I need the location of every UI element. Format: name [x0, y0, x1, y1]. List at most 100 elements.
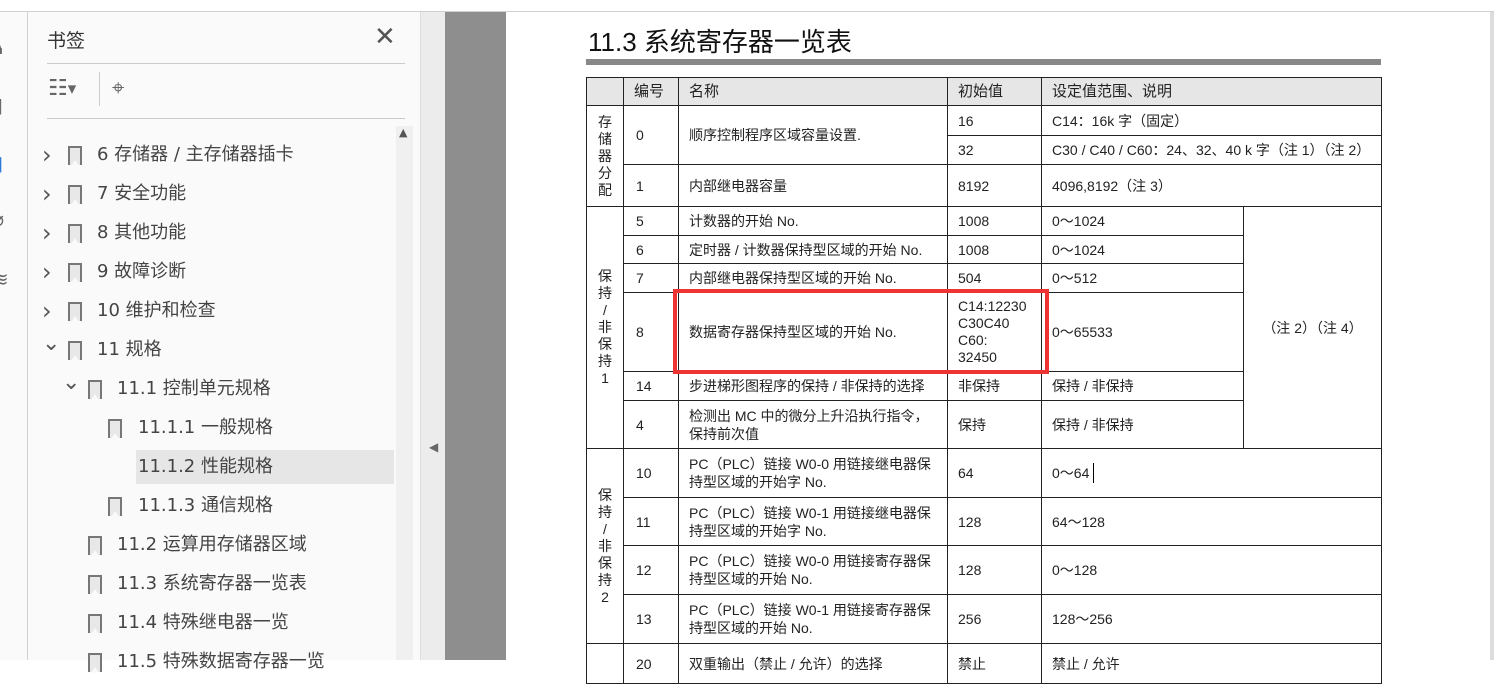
header-no: 编号 — [623, 77, 679, 106]
cell-range: 0～65533 — [1041, 292, 1244, 372]
attachment-icon[interactable]: ⌀ — [0, 208, 14, 230]
cell-range: 保持 / 非保持 — [1041, 371, 1244, 401]
close-icon[interactable]: ✕ — [374, 22, 396, 52]
cell-no: 0 — [623, 105, 679, 165]
cell-range: 0～1024 — [1041, 206, 1244, 236]
cell-no: 8 — [623, 292, 679, 372]
table-header: 编号 名称 初始值 设定值范围、说明 — [586, 77, 1382, 106]
cell-name: PC（PLC）链接 W0-0 用链接寄存器保持型区域的开始 No. — [678, 545, 948, 595]
cell-no: 11 — [623, 497, 679, 546]
table-row: 6 定时器 / 计数器保持型区域的开始 No. 1008 0～1024 — [587, 235, 1382, 264]
layers-icon[interactable]: ≋ — [0, 267, 9, 291]
table-row: 11 PC（PLC）链接 W0-1 用链接继电器保持型区域的开始字 No. 128 6… — [587, 497, 1382, 546]
options-list-icon[interactable]: ☷▼ — [48, 76, 77, 101]
bookmark-item[interactable]: ⌄ 11.1 控制单元规格 — [28, 372, 394, 406]
bookmark-item[interactable]: 11.1.2 性能规格 — [136, 450, 394, 484]
cell-no: 4 — [623, 400, 679, 449]
cell-no: 10 — [623, 448, 679, 498]
lock-icon[interactable]: 🔒︎ — [0, 36, 14, 58]
bookmark-item[interactable]: › 7 安全功能 — [28, 177, 394, 211]
find-bookmark-icon[interactable]: ⌖ — [112, 76, 125, 101]
document-scrollbar[interactable] — [1490, 12, 1494, 660]
bookmark-icon — [88, 536, 102, 556]
table-row: 4 检测出 MC 中的微分上升沿执行指令，保持前次值 保持 保持 / 非保持 — [587, 400, 1382, 449]
bookmark-item[interactable]: 11.5 特殊数据寄存器一览 — [28, 645, 394, 679]
bookmark-icon — [68, 263, 82, 283]
cell-name: 步进梯形图程序的保持 / 非保持的选择 — [678, 371, 948, 401]
cell-name: 内部继电器容量 — [678, 164, 948, 207]
table-row: 8 数据寄存器保持型区域的开始 No. C14:12230 C30C40 C60: … — [587, 292, 1382, 372]
bookmark-label: 11.1.2 性能规格 — [138, 456, 273, 477]
bookmark-icon — [88, 380, 102, 400]
group-label — [586, 643, 624, 684]
collapse-arrow-icon[interactable]: ◀ — [429, 440, 439, 454]
text-cursor — [1093, 463, 1094, 483]
bookmark-icon — [108, 419, 122, 439]
cell-range: 64～128 — [1041, 497, 1382, 546]
cell-init: 1008 — [947, 206, 1042, 236]
bookmark-item[interactable]: 11.4 特殊继电器一览 — [28, 606, 394, 640]
divider — [47, 63, 405, 64]
bookmark-label: 11.1.3 通信规格 — [138, 495, 273, 516]
bookmark-icon — [88, 614, 102, 634]
table-row: 保 持 / 非 保 持 1 5 计数器的开始 No. 1008 0～1024 （注 2）（… — [586, 206, 1382, 449]
scrollbar[interactable]: ▲ — [396, 126, 413, 660]
cell-name: PC（PLC）链接 W0-0 用链接继电器保持型区域的开始字 No. — [678, 448, 948, 498]
cell-no: 13 — [623, 594, 679, 644]
cell-name: PC（PLC）链接 W0-1 用链接寄存器保持型区域的开始 No. — [678, 594, 948, 644]
chevron-right-icon[interactable]: › — [42, 219, 52, 247]
bookmark-label: 11.1 控制单元规格 — [117, 378, 271, 399]
bookmark-item[interactable]: ⌄ 11 规格 — [28, 333, 394, 367]
top-toolbar — [0, 0, 1494, 12]
document-background — [445, 12, 506, 660]
cell-name: PC（PLC）链接 W0-1 用链接继电器保持型区域的开始字 No. — [678, 497, 948, 546]
cell-range: 0～128 — [1041, 545, 1382, 595]
header-name: 名称 — [678, 77, 948, 106]
bookmark-item[interactable]: › 10 维护和检查 — [28, 294, 394, 328]
header-range: 设定值范围、说明 — [1041, 77, 1382, 106]
cell-name: 检测出 MC 中的微分上升沿执行指令，保持前次值 — [678, 400, 948, 449]
chevron-right-icon[interactable]: › — [42, 297, 52, 325]
page-icon[interactable]: ▯ — [0, 94, 14, 116]
chevron-right-icon[interactable]: › — [42, 141, 52, 169]
bookmark-item[interactable]: 11.1.1 一般规格 — [28, 411, 394, 445]
chevron-down-icon: ▼ — [67, 82, 77, 96]
bookmark-item[interactable]: › 6 存储器 / 主存储器插卡 — [28, 138, 394, 172]
bookmark-item[interactable]: 11.1.3 通信规格 — [28, 489, 394, 523]
cell-no: 1 — [623, 164, 679, 207]
cell-name: 计数器的开始 No. — [678, 206, 948, 236]
cell-range: C14：16k 字（固定） — [1041, 105, 1382, 136]
cell-no: 6 — [623, 235, 679, 264]
table-row: 20 双重输出（禁止 / 允许）的选择 禁止 禁止 / 允许 — [586, 643, 1382, 684]
bookmark-icon — [108, 497, 122, 517]
bookmark-label: 11.2 运算用存储器区域 — [117, 534, 307, 555]
cell-init: 128 — [947, 545, 1042, 595]
bookmarks-panel: 书签 ✕ ☷▼ ⌖ › 6 存储器 / 主存储器插卡 › 7 安全功能 › 8 其他功能 ›… — [28, 12, 420, 673]
chevron-down-icon[interactable]: ⌄ — [42, 333, 61, 356]
cell-init: 128 — [947, 497, 1042, 546]
bookmark-item[interactable]: › 9 故障诊断 — [28, 255, 394, 289]
page-title: 11.3 系统寄存器一览表 — [588, 27, 852, 57]
table-row: 12 PC（PLC）链接 W0-0 用链接寄存器保持型区域的开始 No. 128 0～… — [587, 545, 1382, 595]
table-row: 13 PC（PLC）链接 W0-1 用链接寄存器保持型区域的开始 No. 256 12… — [587, 594, 1382, 644]
cell-init: 禁止 — [947, 643, 1042, 684]
table-row: 1 内部继电器容量 8192 4096,8192（注 3） — [587, 164, 1382, 207]
panel-splitter[interactable]: ◀ — [420, 12, 445, 660]
cell-range: 0～64 — [1041, 448, 1382, 498]
chevron-down-icon[interactable]: ⌄ — [62, 372, 81, 395]
bookmark-icon — [68, 302, 82, 322]
cell-range: 0～512 — [1041, 263, 1244, 293]
bookmark-item[interactable]: › 8 其他功能 — [28, 216, 394, 250]
bookmark-item[interactable]: 11.3 系统寄存器一览表 — [28, 567, 394, 601]
cell-init: 32 — [947, 135, 1042, 165]
cell-init: 64 — [947, 448, 1042, 498]
table-row: 保 持 / 非 保 持 2 10 PC（PLC）链接 W0-0 用链接继电器保持型区… — [586, 448, 1382, 644]
bookmark-icon — [68, 224, 82, 244]
bookmark-item[interactable]: 11.2 运算用存储器区域 — [28, 528, 394, 562]
scroll-up-icon[interactable]: ▲ — [399, 126, 408, 139]
bookmark-icon[interactable]: ▮ — [0, 152, 14, 174]
chevron-right-icon[interactable]: › — [42, 180, 52, 208]
chevron-right-icon[interactable]: › — [42, 258, 52, 286]
bookmark-label: 10 维护和检查 — [97, 300, 216, 321]
cell-range: C30 / C40 / C60：24、32、40 k 字（注 1）（注 2） — [1041, 135, 1382, 165]
